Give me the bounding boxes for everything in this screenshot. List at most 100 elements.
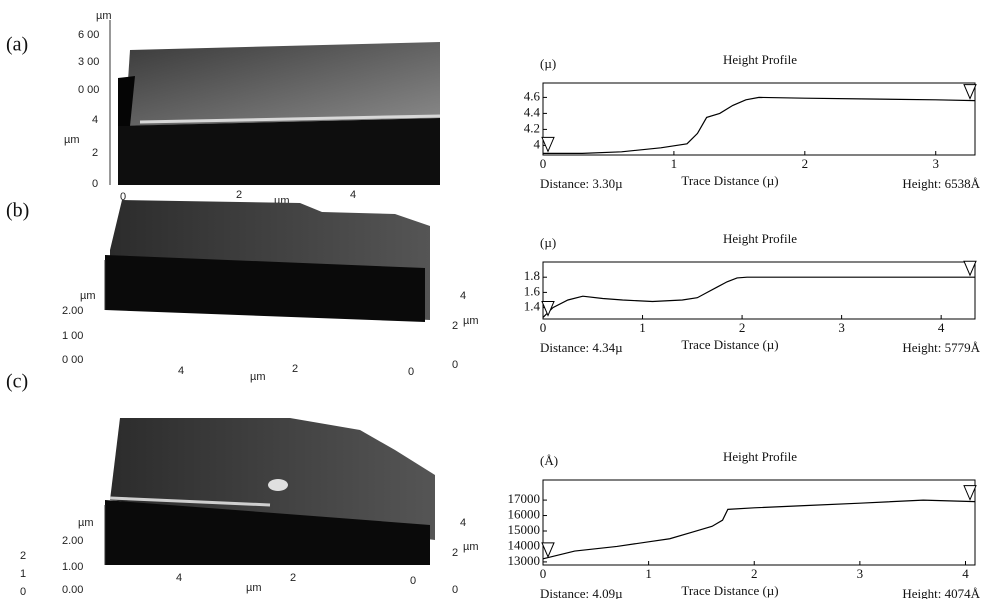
chart-title: Height Profile [723,52,797,67]
afm-front [118,118,440,185]
afm-surface [125,42,440,126]
y-tick-label: 16000 [508,507,541,522]
afm-label: 0 [20,586,26,598]
afm-label: 3 00 [78,56,99,68]
afm-label: 0 00 [78,84,99,96]
y-axis-label: (µ) [540,235,556,250]
afm-label: 2 [452,320,458,332]
afm-label: 0 [408,366,414,378]
x-tick-label: 1 [639,320,646,335]
afm-label: µm [463,315,479,327]
afm-image: µm 2.00 1 00 0 00 4 µm 2 0 4 2 µm 0 [62,200,479,383]
afm-front [105,500,430,565]
afm-label: µm [250,371,266,383]
cursor-marker [541,542,555,559]
x-tick-label: 4 [938,320,945,335]
afm-front [105,255,425,322]
afm-label: 4 [460,290,466,302]
afm-label: 0 [120,191,126,203]
y-axis-label: (µ) [540,56,556,71]
afm-edge [109,496,271,507]
afm-label: 4 [350,189,356,201]
afm-label: 4 [92,114,98,126]
x-axis-label: Trace Distance (µ) [681,337,778,352]
afm-label: 2 [92,147,98,159]
afm-label: 2.00 [62,535,83,547]
cursor-marker [963,485,977,501]
afm-label: 4 [178,365,184,377]
chart-title: Height Profile [723,231,797,246]
x-tick-label: 3 [857,566,864,581]
x-tick-label: 4 [962,566,969,581]
y-tick-label: 13000 [508,553,541,568]
afm-label: 2 [290,572,296,584]
x-tick-label: 1 [671,156,678,171]
afm-label: 2 [292,363,298,375]
panel-label: (a) [6,34,28,56]
afm-label: 0 [452,584,458,596]
afm-label: µm [246,582,262,594]
afm-edge [139,114,441,124]
cursor-marker [963,260,977,277]
afm-image: µm 2.00 1.00 0.00 2 1 0 4 µm 2 0 4 2 µm … [20,418,479,598]
x-axis-label: Trace Distance (µ) [681,173,778,188]
cursor-marker [963,84,977,100]
afm-label: µm [463,541,479,553]
x-tick-label: 0 [540,566,547,581]
afm-label: 2 [236,189,242,201]
plot-frame [542,479,976,566]
chart-title: Height Profile [723,449,797,464]
height-readout: Height: 6538Å [902,176,980,191]
height-readout: Height: 4074Å [902,586,980,599]
y-tick-label: 15000 [508,522,541,537]
distance-readout: Distance: 4.09µ [540,586,623,599]
profile-line [542,276,975,318]
afm-label: µm [64,134,80,146]
x-tick-label: 0 [540,156,547,171]
afm-feature [268,479,288,491]
afm-label: 0 [92,178,98,190]
y-tick-label: 1.8 [524,268,540,283]
y-tick-label: 1.4 [524,299,541,314]
plot-frame [542,82,976,156]
x-tick-label: 2 [802,156,809,171]
afm-label: 6 00 [78,29,99,41]
x-tick-label: 3 [932,156,939,171]
x-tick-label: 0 [540,320,547,335]
x-tick-label: 1 [645,566,652,581]
profile-line [542,499,976,560]
cursor-marker [541,136,555,153]
afm-label: 0 [410,575,416,587]
afm-wall [118,76,135,126]
height-readout: Height: 5779Å [902,340,980,355]
y-tick-label: 4.2 [524,120,540,135]
afm-label: 0 00 [62,354,83,366]
plot-frame [542,261,976,320]
panel-label: (b) [6,200,29,222]
x-tick-label: 2 [751,566,758,581]
afm-label: 4 [176,572,182,584]
y-tick-label: 4 [534,136,541,151]
x-tick-label: 2 [739,320,746,335]
afm-image: µm 6 00 3 00 0 00 4 µm 2 0 0 2 µm 4 [64,10,441,207]
afm-label: µm [96,10,112,22]
afm-label: 1.00 [62,561,83,573]
afm-label: 1 [20,568,26,580]
afm-label: 2 [452,547,458,559]
y-tick-label: 4.4 [524,104,541,119]
distance-readout: Distance: 4.34µ [540,340,623,355]
y-tick-label: 17000 [508,491,541,506]
x-tick-label: 3 [838,320,845,335]
afm-label: 0 [452,359,458,371]
cursor-marker [541,300,555,317]
afm-label: 0.00 [62,584,83,596]
profile-line [543,96,976,154]
y-tick-label: 1.6 [524,283,541,298]
panel-label: (c) [6,371,28,393]
y-tick-label: 4.6 [524,88,541,103]
x-axis-label: Trace Distance (µ) [681,583,778,598]
afm-label: 2.00 [62,305,83,317]
y-tick-label: 14000 [508,537,541,552]
afm-label: µm [78,517,94,529]
